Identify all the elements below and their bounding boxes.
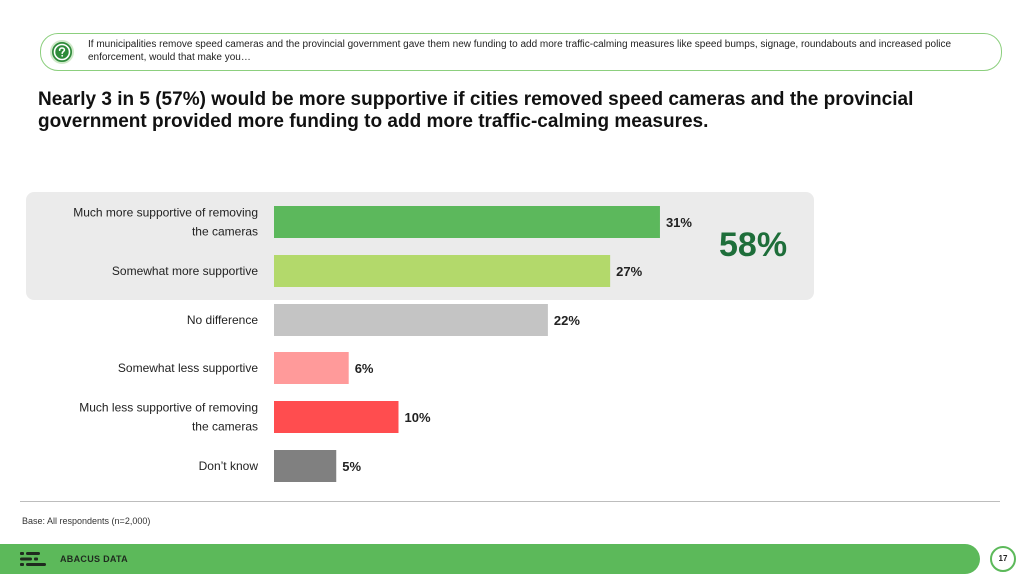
bar-much-less xyxy=(274,401,399,433)
divider xyxy=(20,501,1000,502)
base-note: Base: All respondents (n=2,000) xyxy=(22,516,151,526)
value-label: 27% xyxy=(616,264,642,279)
category-label: Somewhat less supportive xyxy=(118,361,258,375)
footer-bar: ABACUS DATA xyxy=(0,544,980,574)
category-label: the cameras xyxy=(192,420,258,434)
value-label: 31% xyxy=(666,215,692,230)
category-label: Somewhat more supportive xyxy=(112,264,258,278)
bar-somewhat-less xyxy=(274,352,349,384)
category-label: Much more supportive of removing xyxy=(73,206,258,220)
category-label: No difference xyxy=(187,313,258,327)
value-label: 22% xyxy=(554,313,580,328)
brand-name: ABACUS DATA xyxy=(60,554,128,564)
category-label: Much less supportive of removing xyxy=(79,401,258,415)
question-text: If municipalities remove speed cameras a… xyxy=(88,39,952,63)
bar-no-difference xyxy=(274,304,548,336)
net-supportive-value: 58% xyxy=(719,226,788,264)
value-label: 10% xyxy=(405,410,431,425)
headline: Nearly 3 in 5 (57%) would be more suppor… xyxy=(38,89,914,132)
question-box: If municipalities remove speed cameras a… xyxy=(40,33,1002,71)
page-number: 17 xyxy=(990,546,1016,572)
abacus-logo-icon xyxy=(20,552,46,566)
bar-dont-know xyxy=(274,450,337,482)
bar-somewhat-more xyxy=(274,255,611,287)
category-label: the cameras xyxy=(192,225,258,239)
question-mark-icon xyxy=(50,40,74,64)
value-label: 5% xyxy=(342,459,361,474)
value-label: 6% xyxy=(355,361,374,376)
category-label: Don’t know xyxy=(199,459,259,473)
bar-much-more xyxy=(274,206,660,238)
